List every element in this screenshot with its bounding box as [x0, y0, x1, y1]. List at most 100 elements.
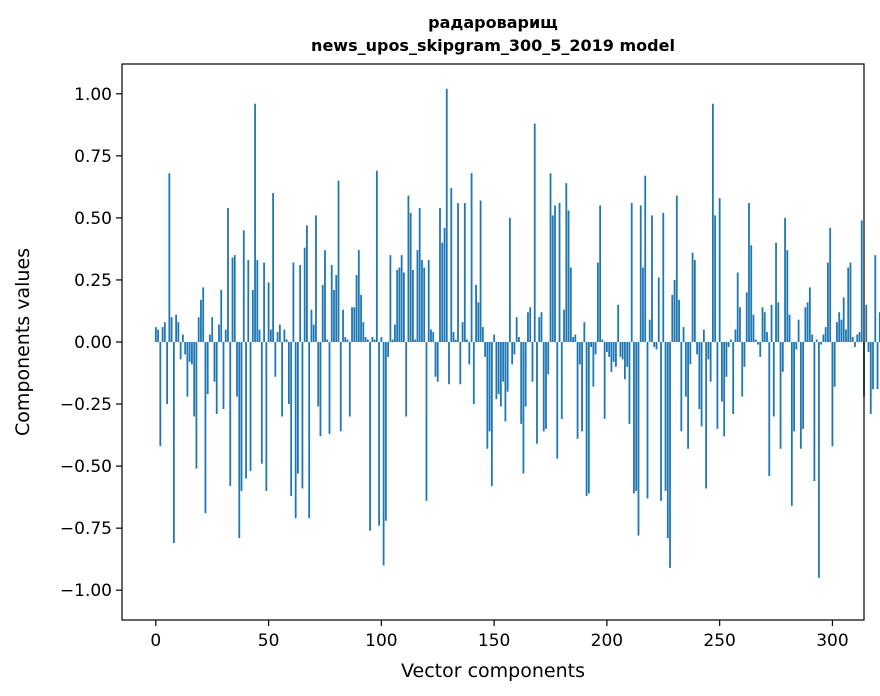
bar — [179, 342, 182, 360]
bar — [281, 342, 284, 417]
bar — [294, 342, 297, 519]
bar — [874, 255, 877, 343]
bar — [319, 342, 322, 437]
bar — [612, 342, 615, 362]
bar — [405, 342, 408, 417]
bar — [693, 260, 696, 342]
y-tick-label: 0.50 — [74, 209, 112, 229]
bar — [324, 250, 326, 342]
bar — [680, 342, 683, 432]
bar — [360, 294, 362, 342]
y-tick-label: −0.25 — [60, 395, 112, 415]
bar — [177, 322, 180, 342]
bar — [869, 342, 872, 414]
bar — [689, 342, 692, 365]
bar — [265, 342, 268, 491]
bar — [770, 304, 773, 342]
bar — [238, 342, 241, 539]
bar — [188, 342, 191, 362]
bar — [745, 292, 748, 342]
bar — [529, 307, 532, 342]
bar — [227, 207, 229, 342]
bar — [576, 342, 579, 439]
bar — [427, 260, 430, 342]
bar — [556, 342, 559, 459]
bar — [369, 342, 371, 531]
bar — [560, 342, 563, 419]
bar — [357, 250, 360, 342]
bar — [621, 342, 624, 360]
bar — [838, 312, 841, 342]
bar — [705, 342, 708, 489]
bar — [330, 265, 333, 342]
bar — [170, 317, 173, 342]
bar — [197, 317, 200, 342]
bar — [224, 329, 227, 342]
bar — [545, 342, 547, 429]
bar — [278, 324, 281, 343]
bar — [725, 342, 728, 377]
bar — [603, 342, 606, 419]
bar — [711, 103, 714, 343]
bar — [700, 342, 703, 427]
bar — [398, 267, 401, 342]
bar — [407, 195, 410, 342]
bar — [644, 175, 647, 342]
bar — [301, 342, 304, 489]
bar — [292, 262, 295, 342]
bar — [418, 207, 421, 342]
bar — [752, 314, 755, 342]
bar — [842, 297, 845, 342]
bar — [414, 339, 417, 342]
bar — [626, 342, 629, 367]
bar — [793, 342, 795, 432]
bar — [387, 342, 390, 357]
bar — [157, 329, 159, 342]
bar — [181, 334, 184, 342]
bar — [563, 309, 565, 342]
bar — [768, 342, 771, 477]
bar — [484, 342, 486, 357]
bar — [790, 342, 793, 506]
bar — [443, 227, 446, 342]
bar — [662, 212, 665, 342]
bar — [578, 342, 581, 365]
bar — [657, 277, 660, 342]
bar — [346, 339, 349, 342]
bar — [587, 342, 590, 494]
bar — [551, 215, 554, 342]
chart-subtitle: news_upos_skipgram_300_5_2019 model — [311, 36, 675, 55]
bar — [653, 342, 656, 347]
bar — [872, 342, 874, 390]
bar — [858, 332, 861, 342]
bar — [454, 339, 457, 342]
bar — [804, 307, 807, 342]
bar — [592, 342, 595, 387]
bar — [761, 307, 764, 342]
bar — [333, 289, 335, 343]
bar — [459, 342, 462, 385]
bar — [565, 183, 568, 342]
bar — [470, 173, 473, 342]
bar — [371, 337, 374, 342]
bar — [220, 289, 223, 343]
bar — [378, 342, 380, 526]
bar — [240, 342, 243, 491]
bar — [854, 342, 856, 347]
bar — [222, 342, 225, 410]
y-axis-label: Components values — [12, 248, 34, 436]
y-axis-ticks: −1.00 −0.75 −0.50 −0.25 0.00 0.25 0.50 0.75 1.00 — [60, 85, 122, 601]
bar — [477, 302, 480, 342]
bar — [481, 327, 484, 342]
bar — [716, 342, 719, 429]
bar — [256, 260, 259, 342]
bar — [202, 287, 205, 342]
bar — [799, 342, 802, 449]
bar — [849, 262, 852, 342]
bar — [163, 322, 166, 342]
bar — [727, 342, 730, 347]
bar — [736, 272, 739, 342]
